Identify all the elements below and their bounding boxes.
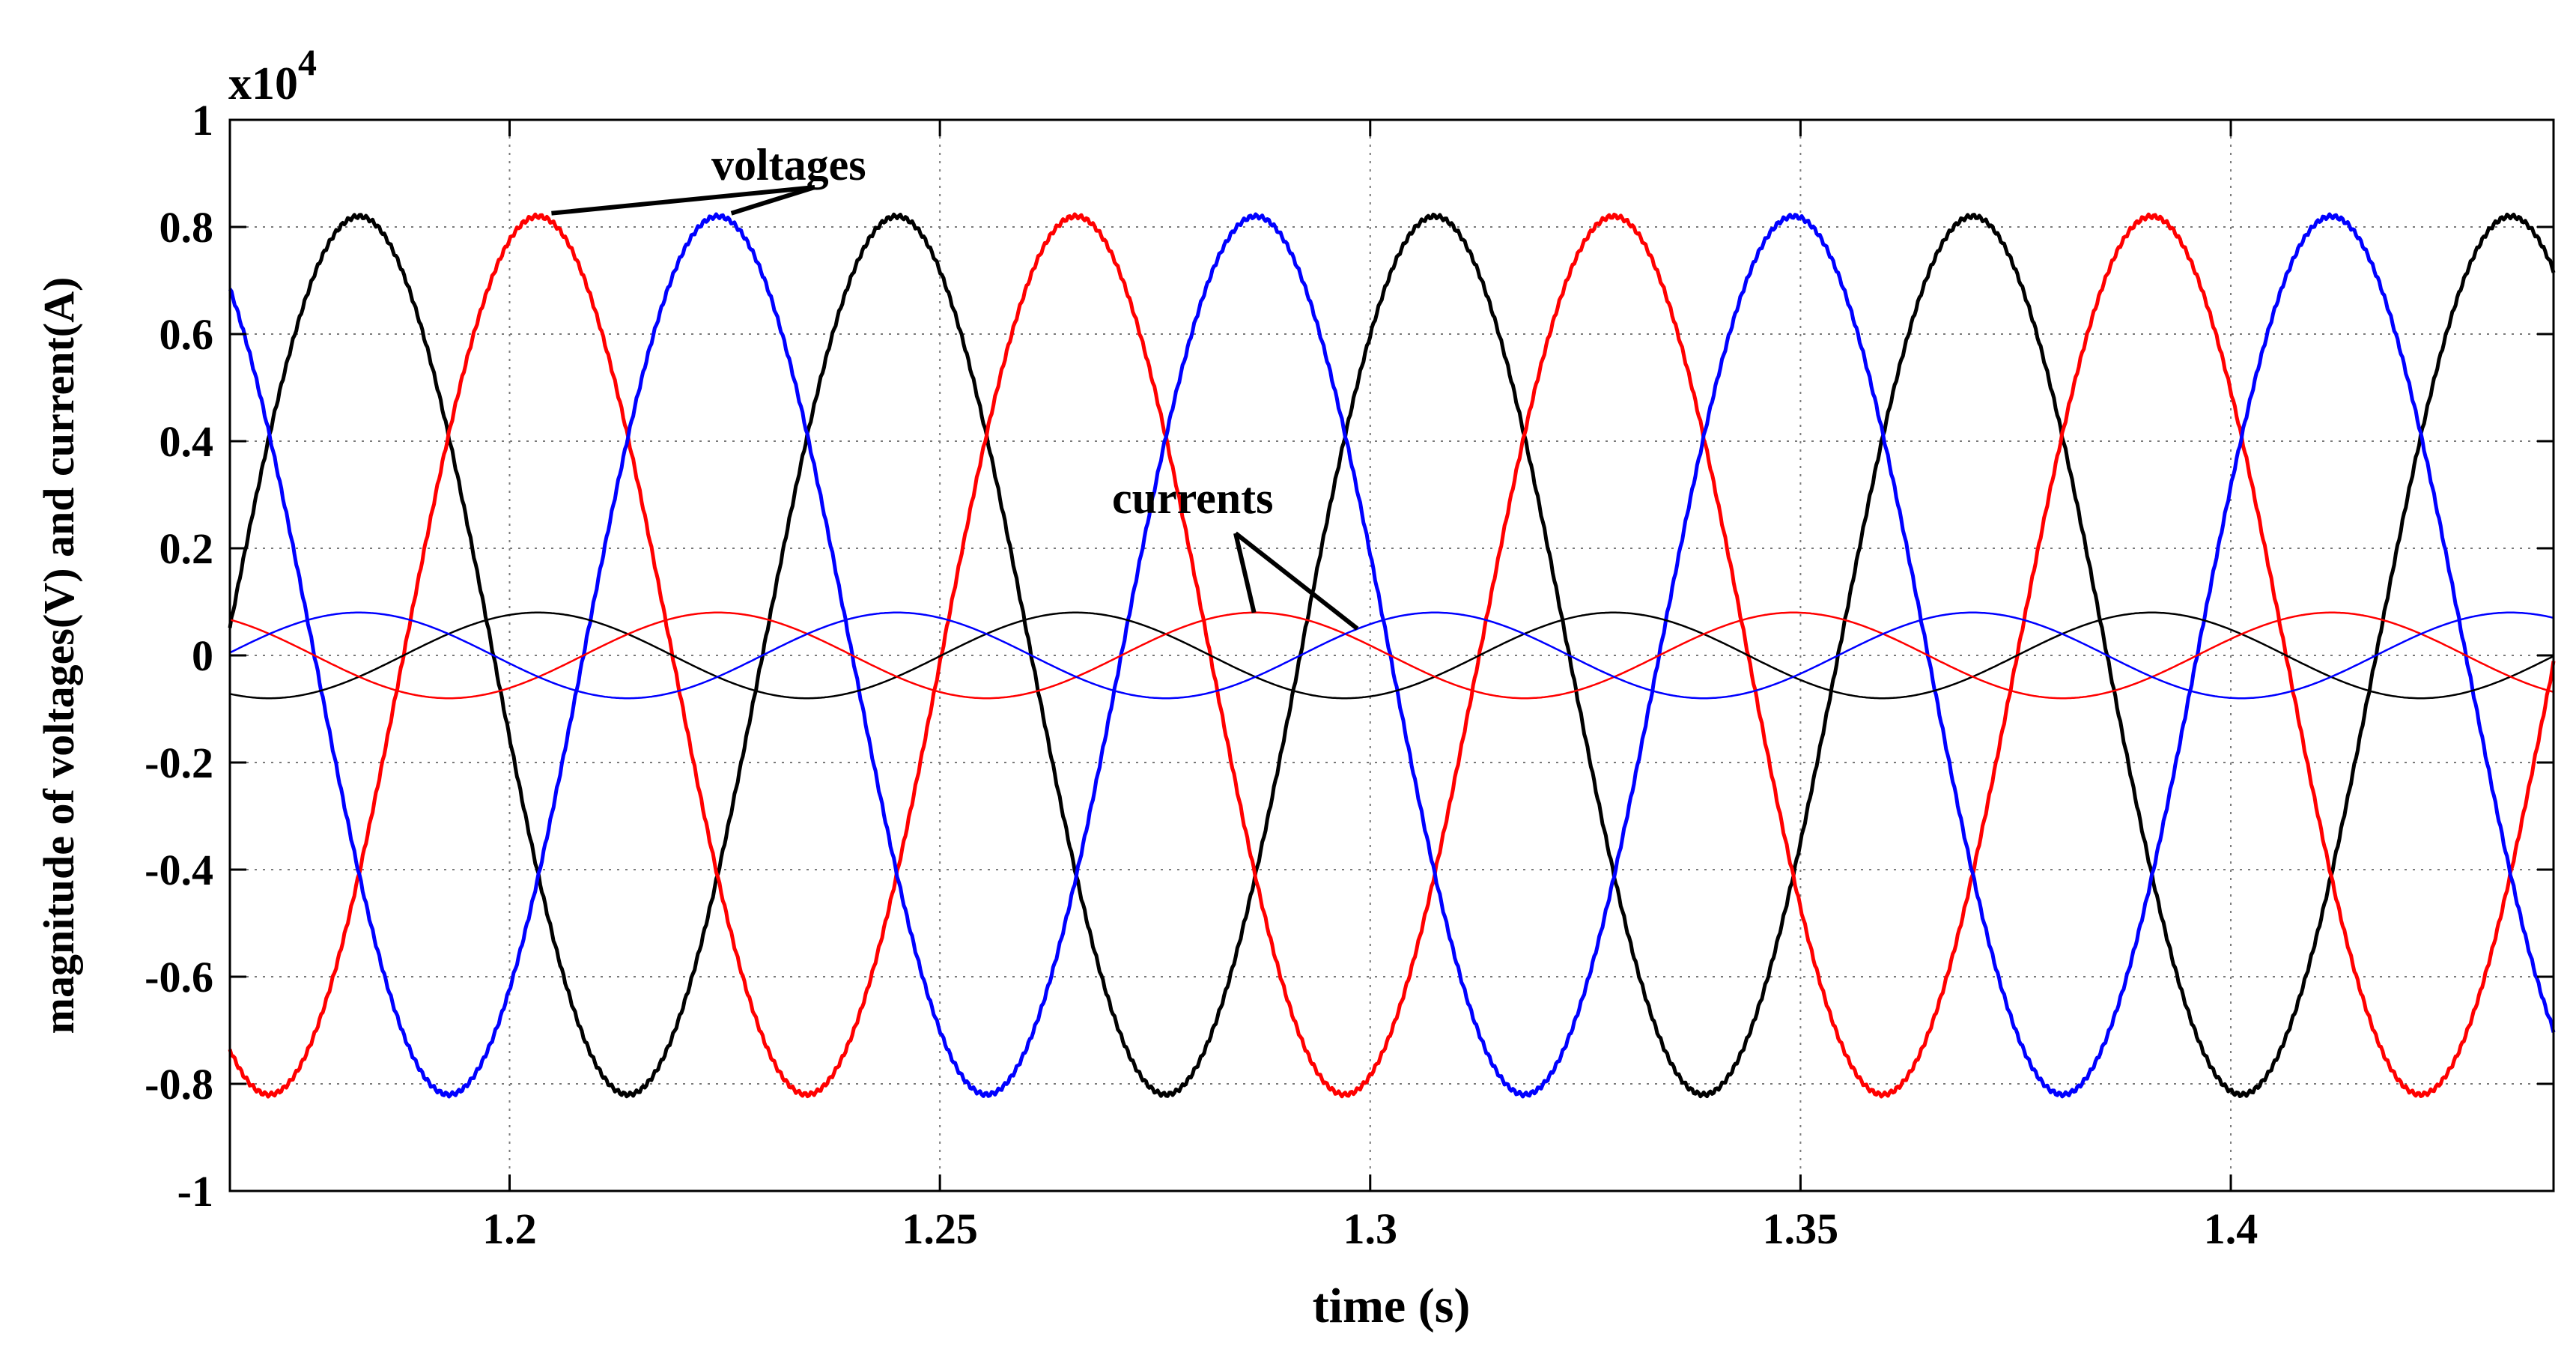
x-axis-label: time (s) [1313,1279,1471,1333]
y-tick-label: -0.2 [145,739,213,787]
y-tick-label: 0.8 [160,203,214,252]
x-tick-label: 1.3 [1343,1204,1398,1253]
annotation-voltages: voltages [711,140,866,190]
annotation-voltages-pointer [730,185,815,216]
series-voltage-blue [228,212,2556,1099]
y-tick-label: 1 [192,96,213,145]
x-tick-label: 1.2 [482,1204,537,1253]
y-exponent-label: x104 [228,41,317,109]
x-tick-label: 1.35 [1763,1204,1839,1253]
annotation-currents: currents [1112,473,1274,523]
annotation-currents-pointer [1233,533,1257,613]
y-tick-label: -0.8 [145,1060,213,1109]
x-tick-label: 1.4 [2204,1204,2258,1253]
annotation-currents-pointer [1234,531,1359,631]
series-voltage-black [228,212,2556,1099]
y-exponent-power: 4 [298,41,317,83]
y-tick-label: -0.4 [145,846,213,894]
annotations: voltages currents [551,140,1359,631]
ticks [230,118,2554,1192]
series-current-blue [229,611,2554,700]
annotation-voltages-pointer [551,185,815,216]
series-current-black [229,611,2554,700]
y-axis-label: magnitude of voltages(V) and current(A) [34,277,83,1034]
series-current-red [229,611,2554,700]
y-tick-label: 0.4 [160,417,214,466]
y-tick-label: 0.2 [160,524,214,573]
y-tick-label: 0 [192,631,213,680]
x-tick-label: 1.25 [902,1204,978,1253]
y-tick-label: -0.6 [145,953,213,1001]
y-tick-label: 0.6 [160,310,214,359]
series-voltage-red [228,212,2556,1099]
y-exponent-base: x10 [228,58,298,109]
tick-labels: 1.2 1.25 1.3 1.35 1.4 -1 -0.8 -0.6 -0.4 -0.2 0 0.2 0… [145,96,2258,1253]
series-group [228,212,2556,1099]
y-tick-label: -1 [177,1167,213,1216]
